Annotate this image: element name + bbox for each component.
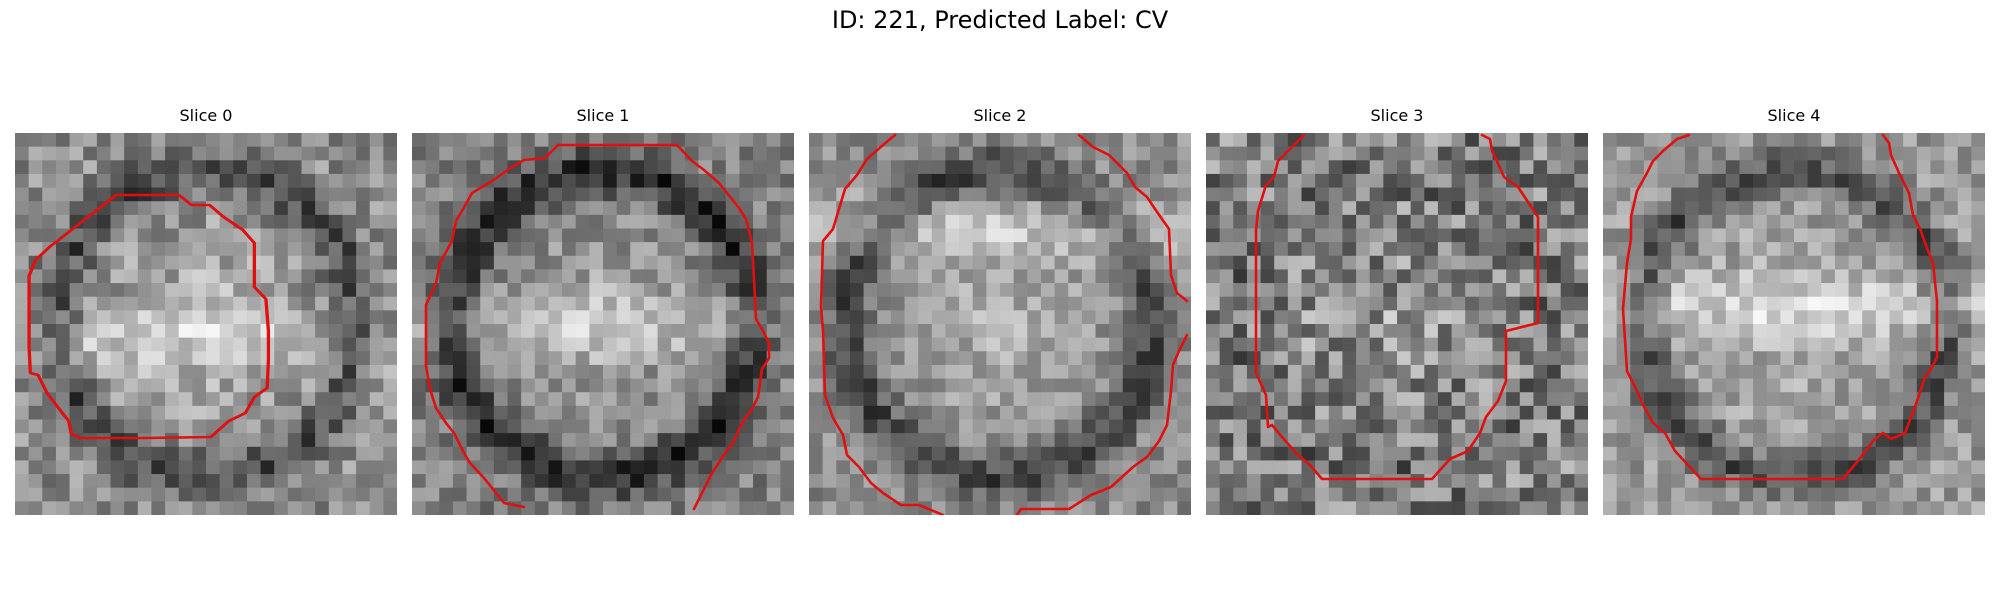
slice-panel-2: Slice 2 <box>809 106 1191 517</box>
slice-panel-4: Slice 4 <box>1603 106 1985 517</box>
slice-panel-3: Slice 3 <box>1206 106 1588 517</box>
slice-image-0 <box>15 133 397 515</box>
slice-title-2: Slice 2 <box>973 106 1027 125</box>
figure-title: ID: 221, Predicted Label: CV <box>831 6 1169 34</box>
slice-panel-0: Slice 0 <box>15 106 397 517</box>
slice-panel-1: Slice 1 <box>412 106 794 517</box>
slice-title-3: Slice 3 <box>1370 106 1424 125</box>
slice-title-1: Slice 1 <box>576 106 630 125</box>
slice-image-4 <box>1603 133 1985 515</box>
slice-title-0: Slice 0 <box>179 106 233 125</box>
slice-image-2 <box>809 133 1191 515</box>
slice-image-3 <box>1206 133 1588 515</box>
slice-image-1 <box>412 133 794 515</box>
slice-title-4: Slice 4 <box>1767 106 1821 125</box>
